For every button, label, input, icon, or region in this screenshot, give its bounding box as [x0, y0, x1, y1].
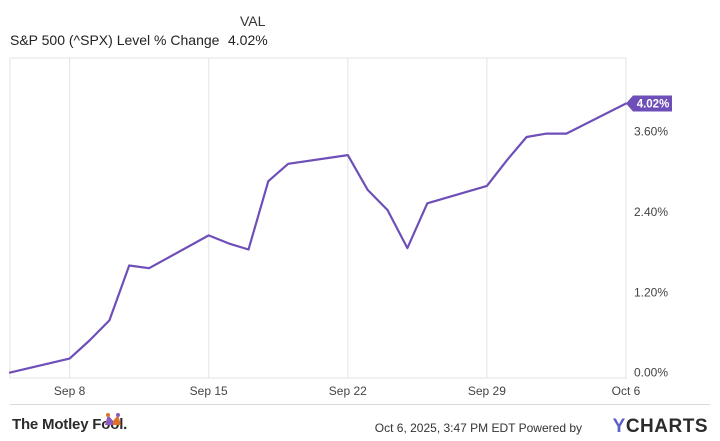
ycharts-logo-y: Y [612, 416, 626, 437]
legend-series-name: S&P 500 (^SPX) Level % Change [10, 32, 220, 48]
series-line [8, 102, 628, 374]
motley-fool-logo: The Motley Fool. [12, 413, 128, 438]
end-value-flag [626, 95, 672, 112]
y-tick-label: 0.00% [634, 366, 668, 380]
footer-divider [10, 404, 710, 405]
y-tick-label: 3.60% [634, 125, 668, 139]
chart-footer: The Motley Fool. Oct 6, 2025, 3:47 PM ED… [0, 404, 720, 441]
x-tick-label: Sep 29 [468, 384, 506, 398]
jester-hat-icon [105, 413, 121, 425]
y-tick-label: 1.20% [634, 285, 668, 299]
end-value-label: 4.02% [637, 99, 670, 111]
x-tick-label: Oct 6 [612, 384, 641, 398]
y-tick-label: 2.40% [634, 205, 668, 219]
timestamp-text: Oct 6, 2025, 3:47 PM EDT Powered by [374, 421, 582, 435]
x-tick-label: Sep 8 [54, 384, 86, 398]
brand-name: The Motley Fool. [12, 416, 128, 433]
ycharts-logo-text: CHARTS [625, 416, 708, 437]
chart-legend: VAL S&P 500 (^SPX) Level % Change 4.02% [10, 10, 310, 50]
legend-header: VAL [240, 13, 266, 29]
legend-series-value: 4.02% [228, 32, 268, 48]
x-tick-label: Sep 22 [329, 384, 367, 398]
line-chart: Sep 8 Sep 15 Sep 22 Sep 29 Oct 6 0.00% 1.20% 2.… [8, 57, 672, 398]
plot-area-border [9, 57, 627, 379]
ycharts-logo: YCHARTS [613, 416, 708, 438]
x-tick-label: Sep 15 [190, 384, 228, 398]
